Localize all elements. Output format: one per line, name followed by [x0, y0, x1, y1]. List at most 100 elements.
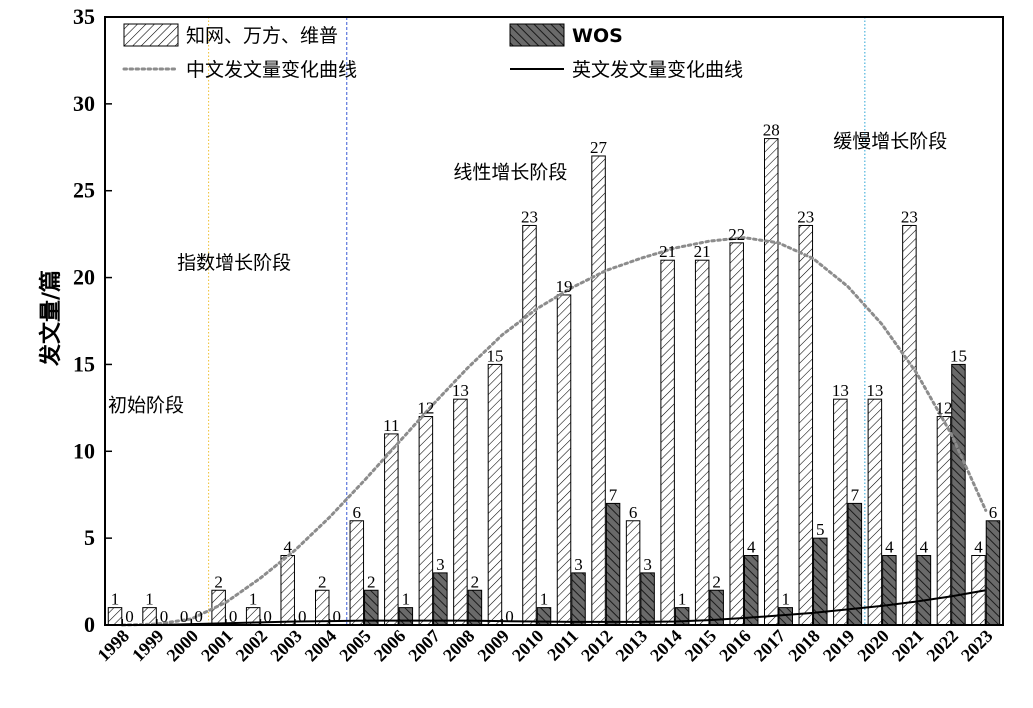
phase-dividers [208, 17, 866, 625]
bar-value-label-wos: 3 [574, 555, 583, 574]
bar-cnki [936, 416, 952, 626]
phase-annotations: 初始阶段 指数增长阶段 线性增长阶段 缓慢增长阶段 [108, 130, 947, 416]
bar-value-label-cnki: 4 [974, 538, 983, 557]
bar-wos [778, 607, 793, 626]
x-tick-label: 2002 [232, 626, 272, 666]
x-tick-label: 2011 [543, 626, 582, 665]
bar-wos [433, 572, 448, 626]
bar-value-label-wos: 5 [816, 520, 825, 539]
bar-value-label-wos: 0 [298, 607, 307, 626]
bar-value-label-wos: 0 [194, 607, 203, 626]
legend-swatch [123, 23, 179, 47]
bar-value-label-cnki: 22 [728, 225, 745, 244]
bar-value-label-cnki: 21 [659, 242, 676, 261]
bar-cnki [798, 224, 814, 626]
bar-cnki [660, 259, 675, 626]
chinese-trend-line [120, 236, 988, 627]
bar-value-label-wos: 1 [540, 590, 549, 609]
y-axis-label: 发文量/篇 [38, 270, 64, 367]
bar-cnki [280, 555, 295, 626]
legend-label: 知网、万方、维普 [186, 25, 338, 47]
x-tick-label: 2021 [888, 626, 928, 666]
bar-value-label-cnki: 12 [417, 399, 434, 418]
bar-value-label-cnki: 6 [629, 503, 638, 522]
bar-cnki [349, 520, 365, 626]
bar-cnki [833, 398, 848, 626]
bar-value-label-wos: 3 [643, 555, 652, 574]
bar-value-label-cnki: 0 [180, 607, 189, 626]
bar-cnki [625, 520, 641, 626]
bar-value-label-cnki: 6 [353, 503, 362, 522]
bar-cnki [764, 138, 779, 626]
y-tick-label: 30 [73, 91, 95, 116]
y-tick-label: 25 [73, 178, 95, 203]
bar-cnki [591, 155, 606, 626]
phase-annotation: 缓慢增长阶段 [833, 130, 947, 152]
bar-value-label-wos: 7 [851, 485, 860, 504]
bar-cnki [315, 589, 330, 626]
x-tick-label: 2017 [750, 626, 790, 666]
bar-value-label-cnki: 23 [521, 207, 538, 226]
bar-value-label-wos: 0 [333, 607, 342, 626]
bar-value-label-wos: 0 [505, 607, 514, 626]
bar-value-label-wos: 4 [885, 538, 894, 557]
bar-cnki [418, 416, 434, 626]
bar-cnki [694, 259, 710, 626]
bar-value-label-cnki: 1 [145, 590, 154, 609]
x-tick-label: 2023 [957, 626, 997, 666]
bar-cnki [867, 398, 883, 626]
bar-value-label-wos: 1 [782, 590, 791, 609]
bar-value-label-cnki: 15 [486, 346, 503, 365]
legend-swatch [509, 23, 565, 47]
bar-value-label-wos: 2 [712, 572, 721, 591]
bar-value-label-wos: 0 [125, 607, 134, 626]
x-tick-label: 2004 [301, 626, 341, 666]
bar-wos [847, 502, 863, 626]
legend-label: 中文发文量变化曲线 [186, 59, 357, 81]
x-tick-label: 2001 [197, 626, 237, 666]
x-tick-label: 2005 [335, 626, 375, 666]
bar-wos [605, 502, 621, 626]
x-tick-label: 1998 [93, 626, 133, 666]
bar-wos [571, 572, 586, 626]
y-tick-label: 35 [73, 4, 95, 29]
bar-value-label-wos: 0 [160, 607, 169, 626]
x-tick-label: 2008 [439, 626, 479, 666]
bar-value-label-cnki: 23 [797, 207, 814, 226]
bar-value-label-cnki: 11 [383, 416, 399, 435]
bar-value-label-cnki: 13 [866, 381, 883, 400]
bar-cnki [902, 224, 917, 626]
y-tick-label: 5 [84, 525, 95, 550]
phase-annotation: 线性增长阶段 [453, 162, 567, 184]
bar-wos [398, 607, 414, 626]
x-tick-label: 2003 [266, 626, 306, 666]
bar-wos [916, 555, 932, 626]
plot-frame [104, 16, 1004, 626]
bar-cnki [384, 433, 399, 626]
bar-value-label-cnki: 1 [111, 590, 120, 609]
x-tick-label: 2018 [784, 626, 824, 666]
bar-value-label-cnki: 12 [935, 399, 952, 418]
bar-cnki [453, 398, 468, 626]
bar-value-label-cnki: 19 [556, 277, 573, 296]
bar-value-label-cnki: 4 [283, 538, 292, 557]
x-tick-label: 2013 [612, 626, 652, 666]
bar-value-label-wos: 1 [678, 590, 687, 609]
x-tick-label: 2006 [370, 626, 410, 666]
bar-value-label-wos: 2 [471, 572, 480, 591]
x-tick-label: 2009 [473, 626, 513, 666]
phase-annotation: 指数增长阶段 [177, 252, 291, 274]
bar-cnki [142, 607, 157, 626]
bar-wos [640, 572, 655, 626]
bar-value-label-cnki: 13 [832, 381, 849, 400]
bar-value-label-wos: 3 [436, 555, 445, 574]
bar-value-label-wos: 2 [367, 572, 376, 591]
x-tick-label: 2015 [681, 626, 721, 666]
axes: 0510152025303519981999200020012002200320… [73, 4, 1004, 666]
bar-value-label-cnki: 1 [249, 590, 258, 609]
bar-cnki [107, 607, 123, 626]
bar-value-label-cnki: 23 [901, 207, 918, 226]
x-tick-label: 2014 [646, 626, 686, 666]
bar-value-label-wos: 1 [402, 590, 411, 609]
